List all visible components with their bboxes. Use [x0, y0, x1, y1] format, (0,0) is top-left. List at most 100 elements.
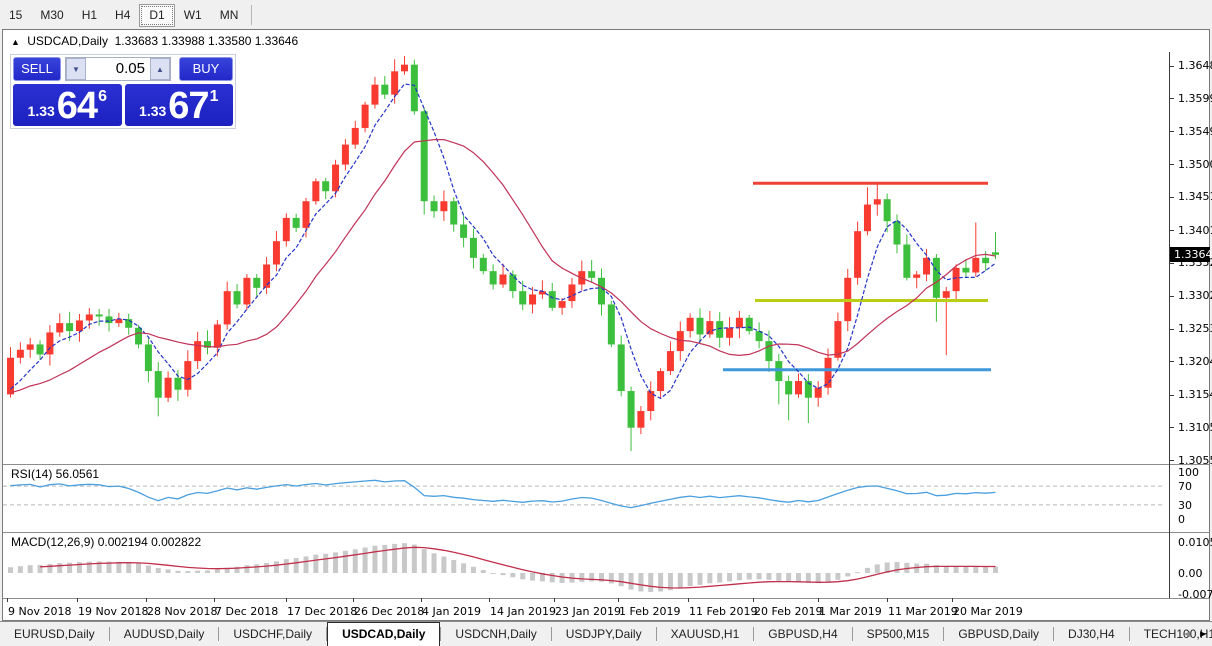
price-axis-tick — [1170, 131, 1174, 133]
timeframe-button-h1[interactable]: H1 — [81, 8, 98, 22]
price-axis-label: 1.33020 — [1178, 289, 1212, 303]
chart-tab-eurusd-daily[interactable]: EURUSD,Daily — [14, 627, 95, 641]
timeframe-button-d1[interactable]: D1 — [139, 4, 175, 27]
date-axis-label: 1 Mar 2019 — [819, 605, 882, 618]
price-axis-tick — [1170, 295, 1174, 297]
rsi-indicator-label: RSI(14) 56.0561 — [11, 467, 100, 481]
rsi-chart — [3, 479, 1163, 509]
volume-increase-icon[interactable]: ▲ — [150, 58, 170, 80]
tab-separator — [851, 626, 853, 641]
price-axis-tick — [1170, 164, 1174, 166]
rsi-axis-label: 100 — [1178, 466, 1199, 479]
tab-separator — [1053, 626, 1055, 641]
price-axis-tick — [1170, 98, 1174, 100]
chart-tab-tech100-h1[interactable]: TECH100,H1 — [1143, 627, 1212, 641]
date-axis-tick — [77, 598, 78, 602]
date-axis-tick — [421, 598, 422, 602]
panel-separator[interactable] — [3, 598, 1209, 599]
price-axis-label: 1.36480 — [1178, 59, 1212, 72]
sell-button[interactable]: SELL — [13, 57, 61, 81]
price-axis-label: 1.34510 — [1178, 190, 1212, 204]
price-axis-label: 1.34010 — [1178, 223, 1212, 237]
collapse-icon[interactable]: ▲ — [11, 37, 20, 47]
date-axis-label: 19 Nov 2018 — [78, 605, 149, 618]
rsi-axis-label: 0 — [1178, 513, 1185, 526]
panel-separator[interactable] — [3, 532, 1209, 533]
tab-separator — [943, 626, 945, 641]
tab-separator — [108, 626, 110, 641]
price-axis-label: 1.30550 — [1178, 453, 1212, 467]
date-axis-label: 20 Mar 2019 — [953, 605, 1023, 618]
date-axis-tick — [753, 598, 754, 602]
chart-tab-gbpusd-h4[interactable]: GBPUSD,H4 — [768, 627, 838, 641]
chart-tab-audusd-daily[interactable]: AUDUSD,Daily — [123, 627, 205, 641]
price-axis-tick — [1170, 230, 1174, 232]
tab-separator — [1128, 626, 1130, 641]
timeframe-button-w1[interactable]: W1 — [183, 8, 202, 22]
buy-price-display[interactable]: 1.33 67 1 — [124, 84, 233, 127]
price-axis-label: 1.35000 — [1178, 157, 1212, 171]
date-axis-tick — [952, 598, 953, 602]
date-axis-tick — [353, 598, 354, 602]
date-axis-label: 7 Dec 2018 — [215, 605, 279, 618]
timeframe-button-15[interactable]: 15 — [9, 8, 23, 22]
date-axis-label: 1 Feb 2019 — [619, 605, 681, 618]
tab-separator — [218, 626, 220, 641]
chart-tab-usdchf-daily[interactable]: USDCHF,Daily — [233, 627, 313, 641]
main-price-chart — [7, 56, 999, 452]
tab-scroll-arrows: ◄ ► — [1182, 629, 1208, 640]
date-axis-label: 11 Feb 2019 — [689, 605, 758, 618]
macd-axis-label: 0.00 — [1178, 567, 1203, 580]
chart-title: ▲ USDCAD,Daily 1.33683 1.33988 1.33580 1… — [11, 34, 298, 48]
rsi-axis-label: 30 — [1178, 498, 1192, 512]
date-axis-label: 17 Dec 2018 — [287, 605, 358, 618]
chart-tab-usdcnh-daily[interactable]: USDCNH,Daily — [455, 627, 537, 641]
panel-separator[interactable] — [3, 464, 1209, 465]
date-axis-tick — [7, 598, 8, 602]
buy-price-prefix: 1.33 — [139, 103, 167, 119]
buy-button[interactable]: BUY — [179, 57, 233, 81]
price-axis-tick — [1170, 262, 1174, 264]
timeframe-button-m30[interactable]: M30 — [40, 8, 64, 22]
volume-stepper: ▼ 0.05 ▲ — [65, 57, 171, 81]
timeframe-button-h4[interactable]: H4 — [115, 8, 131, 22]
price-axis-tick — [1170, 361, 1174, 363]
date-axis-tick — [688, 598, 689, 602]
price-axis-label: 1.32040 — [1178, 354, 1212, 368]
chart-symbol-label: USDCAD,Daily — [27, 34, 108, 48]
macd-axis-label: 0.010525 — [1178, 536, 1212, 550]
macd-axis-label: -0.0073 — [1178, 588, 1212, 602]
buy-price-big-digits: 67 — [168, 85, 209, 127]
macd-chart — [8, 543, 998, 592]
chart-tab-sp500-m15[interactable]: SP500,M15 — [866, 627, 930, 641]
price-axis-tick — [1170, 65, 1174, 67]
price-axis-label: 1.31540 — [1178, 388, 1212, 402]
rsi-axis-label: 70 — [1178, 480, 1192, 494]
timeframe-toolbar: 15 M30 H1 H4 D1 W1 MN — [0, 0, 1212, 29]
price-axis-label: 1.35490 — [1178, 124, 1212, 138]
price-axis-label: 1.35990 — [1178, 91, 1212, 105]
scroll-left-icon[interactable]: ◄ — [1182, 629, 1193, 640]
buy-price-pipette: 1 — [209, 88, 219, 105]
scroll-right-icon[interactable]: ► — [1198, 629, 1208, 640]
date-axis-label: 28 Nov 2018 — [147, 605, 218, 618]
chart-tab-gbpusd-daily[interactable]: GBPUSD,Daily — [958, 627, 1040, 641]
chart-tab-xauusd-h1[interactable]: XAUUSD,H1 — [670, 627, 740, 641]
date-axis-tick — [286, 598, 287, 602]
chart-tab-usdcad-daily[interactable]: USDCAD,Daily — [327, 622, 441, 646]
price-axis-tick — [1170, 460, 1174, 462]
volume-input[interactable]: 0.05 — [115, 60, 145, 77]
date-axis-label: 14 Jan 2019 — [490, 605, 556, 618]
sell-price-display[interactable]: 1.33 64 6 — [13, 84, 122, 126]
date-axis-label: 9 Nov 2018 — [8, 605, 72, 618]
timeframe-button-mn[interactable]: MN — [219, 8, 239, 22]
price-axis-label: 1.32530 — [1178, 322, 1212, 336]
chart-tab-dj30-h4[interactable]: DJ30,H4 — [1068, 627, 1115, 641]
date-axis-tick — [146, 598, 147, 602]
price-axis-tick — [1170, 196, 1174, 198]
volume-decrease-icon[interactable]: ▼ — [66, 58, 86, 80]
date-axis-label: 23 Jan 2019 — [555, 605, 621, 618]
chart-window: ▲ USDCAD,Daily 1.33683 1.33988 1.33580 1… — [2, 29, 1212, 621]
date-axis-label: 20 Feb 2019 — [754, 605, 823, 618]
chart-tab-usdjpy-daily[interactable]: USDJPY,Daily — [565, 627, 642, 641]
